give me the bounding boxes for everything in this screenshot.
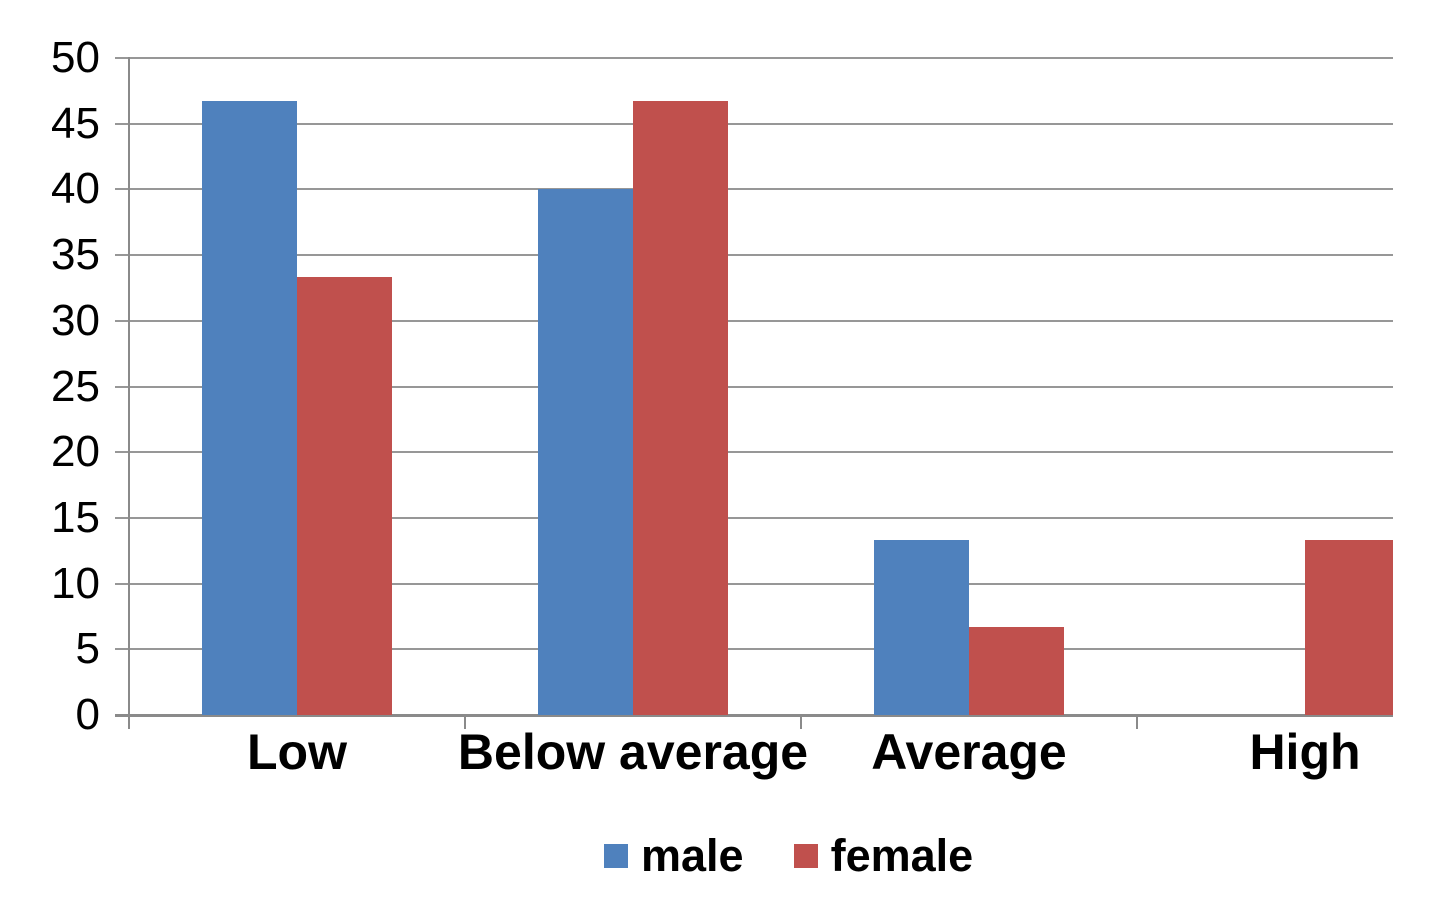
gridline — [115, 319, 1393, 322]
legend-label-female: female — [830, 830, 974, 881]
category-boundary-tick — [1136, 715, 1138, 729]
category-label-high: High — [1249, 724, 1361, 780]
y-axis-line — [128, 57, 130, 729]
category-label-low: Low — [247, 724, 347, 780]
y-tick-label-10: 10 — [51, 558, 100, 608]
legend-label-male: male — [641, 830, 744, 881]
legend: male female — [604, 830, 973, 882]
category-boundary-tick — [800, 715, 802, 729]
bar-female-average — [969, 626, 1064, 715]
gridline — [115, 57, 1393, 59]
y-tick-label-15: 15 — [51, 492, 100, 542]
gridline — [115, 188, 1393, 191]
gridline — [115, 648, 1393, 651]
legend-swatch-male-icon — [604, 844, 628, 868]
gridline — [115, 254, 1393, 257]
plot-area — [129, 58, 1393, 715]
bar-male-average — [874, 540, 969, 715]
y-tick-label-30: 30 — [51, 295, 100, 345]
bar-female-high — [1305, 540, 1393, 715]
y-tick-label-0: 0 — [75, 690, 100, 739]
gridline — [115, 451, 1393, 454]
gridline — [115, 122, 1393, 125]
y-tick-label-50: 50 — [51, 33, 100, 82]
y-tick-label-25: 25 — [51, 361, 100, 411]
y-tick-label-40: 40 — [51, 164, 100, 214]
legend-swatch-female-icon — [793, 844, 818, 868]
bar-male-below-average — [538, 189, 633, 715]
x-axis-line — [115, 714, 1393, 717]
gridline — [115, 385, 1393, 388]
bar-female-low — [297, 277, 392, 715]
bar-male-low — [202, 101, 297, 715]
legend-item-female: female — [793, 830, 974, 882]
gridline — [115, 582, 1393, 585]
y-tick-label-5: 5 — [75, 624, 100, 674]
category-label-below-average: Below average — [457, 724, 809, 780]
category-label-average: Average — [871, 724, 1067, 780]
legend-item-male: male — [604, 830, 744, 882]
gridline — [115, 516, 1393, 519]
y-tick-label-35: 35 — [51, 230, 100, 280]
y-tick-label-45: 45 — [51, 98, 100, 148]
category-boundary-tick — [464, 715, 466, 729]
y-tick-label-20: 20 — [51, 427, 100, 477]
bar-female-below-average — [633, 101, 728, 715]
